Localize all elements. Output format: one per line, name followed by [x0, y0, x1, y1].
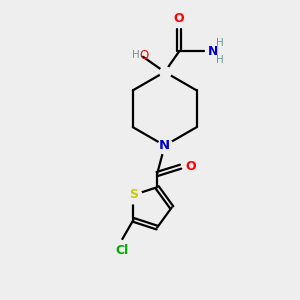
Text: O: O: [185, 160, 196, 173]
Text: Cl: Cl: [116, 244, 129, 257]
Text: H: H: [215, 55, 223, 65]
Text: N: N: [208, 45, 218, 58]
Text: H: H: [215, 38, 223, 48]
Text: H: H: [132, 50, 140, 60]
Text: O: O: [140, 49, 149, 62]
Text: S: S: [129, 188, 138, 202]
Text: O: O: [174, 12, 184, 25]
Text: N: N: [159, 139, 170, 152]
